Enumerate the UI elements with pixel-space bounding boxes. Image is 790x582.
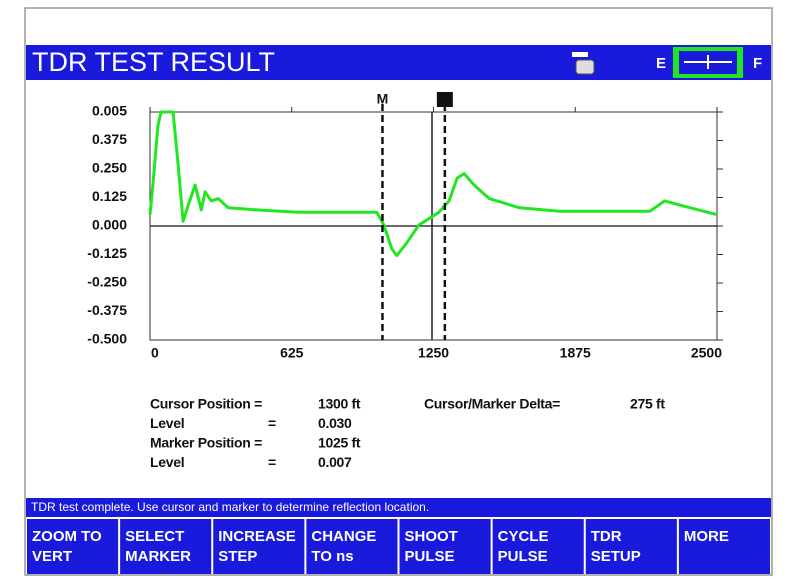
connector-icon — [673, 47, 743, 78]
x-tick-label: 1250 — [418, 345, 449, 361]
y-tick-label: -0.500 — [87, 331, 127, 347]
marker-badge — [436, 92, 453, 107]
softkey-label: TDR — [591, 528, 622, 545]
e-label: E — [656, 55, 666, 72]
status-text: TDR test complete. Use cursor and marker… — [31, 500, 429, 514]
marker-label: C — [440, 91, 450, 107]
readout-eq: = — [268, 415, 276, 431]
softkey[interactable] — [492, 519, 584, 574]
y-tick-label: 0.125 — [92, 188, 127, 204]
y-tick-label: 0.250 — [92, 160, 127, 176]
softkey[interactable] — [120, 519, 212, 574]
marker-label: M — [377, 91, 389, 107]
readout-value: 0.030 — [318, 415, 352, 431]
readout-label: Marker Position = — [150, 435, 262, 451]
f-label: F — [753, 55, 762, 72]
readout-label: Level — [150, 454, 184, 470]
softkey[interactable] — [306, 519, 398, 574]
y-tick-label: -0.250 — [87, 274, 127, 290]
y-tick-label: -0.375 — [87, 302, 127, 318]
readout-value: 0.007 — [318, 454, 352, 470]
trace — [148, 110, 718, 258]
x-tick-label: 1875 — [560, 345, 591, 361]
y-tick-label: -0.125 — [87, 245, 127, 261]
delta-value: 275 ft — [630, 396, 665, 412]
softkey[interactable] — [27, 519, 119, 574]
softkey[interactable] — [213, 519, 305, 574]
readout-label: Cursor Position = — [150, 396, 262, 412]
readout-value: 1025 ft — [318, 435, 361, 451]
softkey-label: SHOOT — [405, 528, 458, 545]
softkey-label: SETUP — [591, 548, 641, 565]
battery-icon — [572, 52, 595, 75]
title: TDR TEST RESULT — [32, 47, 275, 77]
header-bar — [26, 45, 771, 80]
x-tick-label: 0 — [151, 345, 159, 361]
softkey-label: TO ns — [311, 548, 353, 565]
delta-label: Cursor/Marker Delta= — [424, 396, 560, 412]
softkey-label: SELECT — [125, 528, 184, 545]
softkey-label: ZOOM TO — [32, 528, 102, 545]
y-tick-label: 0.005 — [92, 103, 127, 119]
y-tick-label: 0.000 — [92, 217, 127, 233]
softkey-label: PULSE — [498, 548, 548, 565]
softkey-label: MORE — [684, 528, 729, 545]
softkey-label: MARKER — [125, 548, 191, 565]
x-tick-label: 625 — [280, 345, 304, 361]
softkey-label: VERT — [32, 548, 72, 565]
softkey[interactable] — [678, 519, 770, 574]
y-tick-label: 0.375 — [92, 131, 127, 147]
frame — [24, 7, 773, 576]
softkey[interactable] — [399, 519, 491, 574]
readout-value: 1300 ft — [318, 396, 361, 412]
softkey-label: INCREASE — [218, 528, 296, 545]
softkey-label: CYCLE — [498, 528, 549, 545]
readout-eq: = — [268, 454, 276, 470]
readout-label: Level — [150, 415, 184, 431]
status-bar — [26, 498, 771, 517]
x-tick-label: 2500 — [691, 345, 722, 361]
softkey[interactable] — [585, 519, 677, 574]
softkey-label: STEP — [218, 548, 257, 565]
softkey-label: PULSE — [405, 548, 455, 565]
softkey-label: CHANGE — [311, 528, 376, 545]
